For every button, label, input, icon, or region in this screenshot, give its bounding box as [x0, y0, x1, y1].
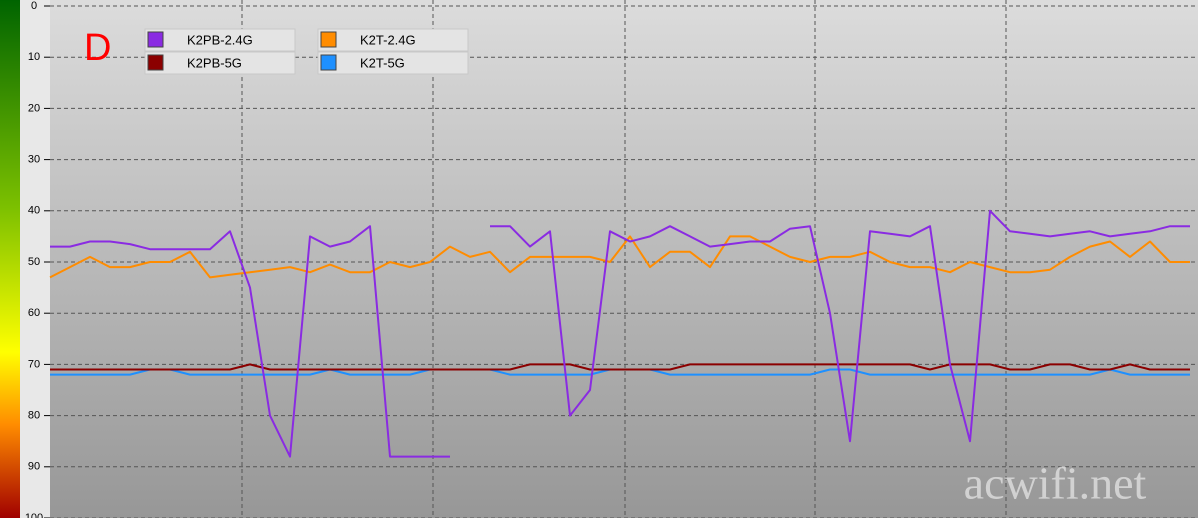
- y-tick-label: 40: [28, 205, 40, 217]
- watermark: acwifi.net: [964, 458, 1147, 509]
- signal-scale: [0, 0, 20, 518]
- y-tick-label: 80: [28, 410, 40, 422]
- plot-area: [50, 0, 1198, 518]
- legend-label: K2PB-5G: [187, 55, 242, 70]
- legend-label: K2T-5G: [360, 55, 405, 70]
- series-line: [49, 235, 1190, 279]
- legend-label: K2T-2.4G: [360, 32, 416, 47]
- legend-box: [144, 51, 296, 75]
- y-tick-label: 90: [28, 461, 40, 473]
- y-tick-label: 10: [28, 51, 40, 63]
- series-line: [50, 225, 450, 458]
- series-line: [50, 363, 1190, 371]
- legend-box: [317, 51, 469, 75]
- y-tick-label: 50: [28, 256, 40, 268]
- y-tick-label: 20: [28, 102, 40, 114]
- series-line: [490, 209, 1190, 443]
- legend-label: K2PB-2.4G: [187, 32, 253, 47]
- y-tick-label: 100: [25, 512, 43, 518]
- legend-swatch: [320, 54, 337, 71]
- legend-swatch: [147, 54, 164, 71]
- annotation: D: [84, 27, 111, 69]
- y-tick-label: 60: [28, 307, 40, 319]
- y-tick-label: 30: [28, 154, 40, 166]
- legend-box: [144, 28, 296, 52]
- y-tick-label: 70: [28, 358, 40, 370]
- y-tick-label: 0: [31, 0, 37, 12]
- legend-box: [317, 28, 469, 52]
- legend-swatch: [320, 31, 337, 48]
- legend-swatch: [147, 31, 164, 48]
